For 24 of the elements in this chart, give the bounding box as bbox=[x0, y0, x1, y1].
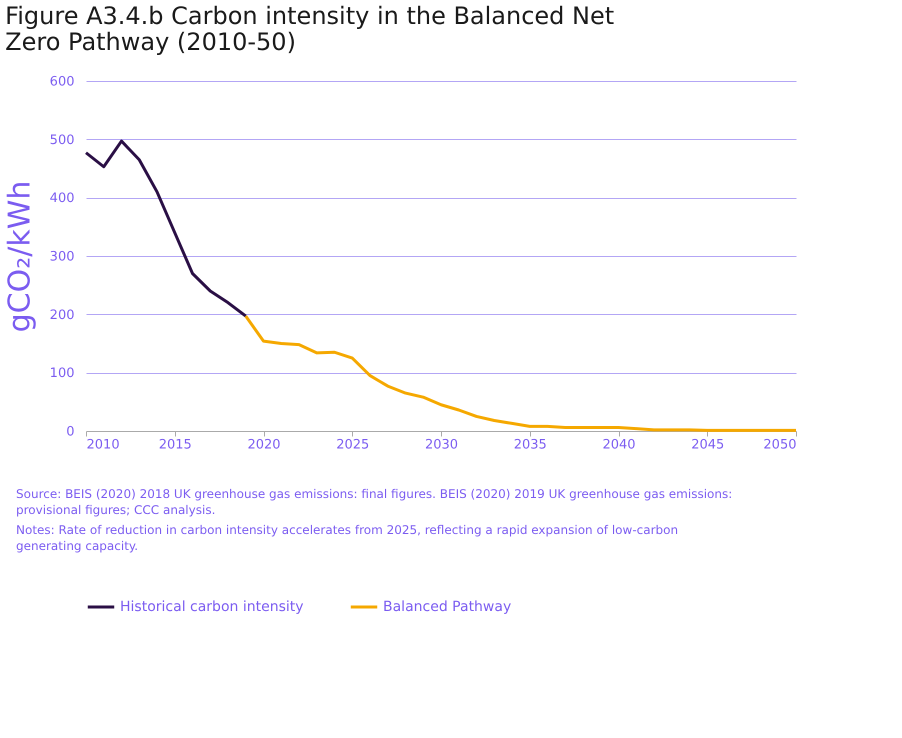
legend-label: Balanced Pathway bbox=[383, 599, 512, 615]
y-tick-label: 600 bbox=[50, 74, 74, 90]
x-tick-label: 2040 bbox=[602, 438, 636, 452]
x-tick-label: 2020 bbox=[247, 438, 281, 452]
y-tick-label: 0 bbox=[66, 424, 74, 440]
chart-title: Figure A3.4.b Carbon intensity in the Balanced Net Zero Pathway (2010-50) bbox=[5, 2, 614, 56]
x-tick-label: 2030 bbox=[424, 438, 458, 452]
line-series bbox=[244, 314, 798, 432]
x-tick-label: 2045 bbox=[691, 438, 724, 452]
y-axis-title: gCO₂/kWh bbox=[2, 180, 38, 332]
y-tick-label: 100 bbox=[50, 366, 74, 382]
x-tick-label: 2025 bbox=[336, 438, 370, 452]
text: Notes: Rate of reduction in carbon intensity accelerates from 2025, reflecting a rapid expansion of low-carbon generating capacity. bbox=[16, 523, 678, 553]
y-tick-label: 200 bbox=[50, 308, 74, 323]
y-tick-label: 300 bbox=[50, 250, 74, 264]
source-note: Source: BEIS (2020) 2018 UK greenhouse gas emissions: final figures. BEIS (2020) 2019 UK greenhouse gas emissions: provisional figures; CCC analysis. bbox=[16, 487, 732, 517]
y-tick-label: 400 bbox=[50, 191, 74, 206]
x-tick-label: 2035 bbox=[514, 438, 547, 452]
line-series bbox=[84, 140, 248, 318]
legend-label: Historical carbon intensity bbox=[120, 599, 304, 615]
x-tick-label: 2050 bbox=[763, 438, 796, 452]
x-tick-label: 2010 bbox=[86, 438, 120, 452]
y-tick-label: 500 bbox=[50, 132, 74, 148]
x-tick-label: 2015 bbox=[158, 438, 192, 452]
